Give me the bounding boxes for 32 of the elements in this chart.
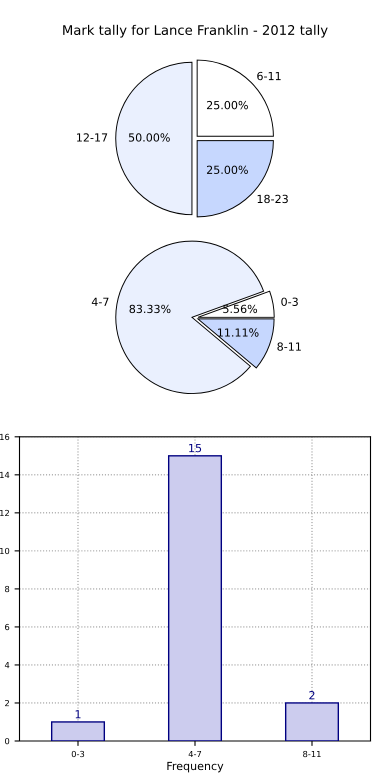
data-label: 83.33% xyxy=(130,304,171,314)
y-tick-label: 10 xyxy=(0,548,10,554)
y-tick-label: 0 xyxy=(5,738,10,744)
slice-label: 4-7 xyxy=(92,298,108,306)
slice-label: 8-11 xyxy=(277,342,301,351)
y-tick-label: 12 xyxy=(0,510,9,516)
data-label: 25.00% xyxy=(206,100,248,110)
x-tick-label: 4-7 xyxy=(188,750,202,758)
data-label: 5.56% xyxy=(223,304,258,314)
data-label: 50.00% xyxy=(128,133,170,142)
y-tick-label: 2 xyxy=(5,700,9,706)
x-tick-label: 0-3 xyxy=(72,750,84,758)
data-label: 11.11% xyxy=(218,328,259,337)
y-tick-label: 16 xyxy=(0,434,10,440)
y-tick-label: 8 xyxy=(5,586,10,592)
chart-title: Mark tally for Lance Franklin - 2012 tally xyxy=(63,24,328,38)
data-label: 2 xyxy=(309,691,314,700)
slice-label: 18-23 xyxy=(258,194,288,204)
slice-label: 12-17 xyxy=(77,133,108,142)
data-label: 15 xyxy=(189,444,202,452)
bar xyxy=(284,702,340,741)
y-tick-label: 14 xyxy=(0,472,10,478)
slice-label: 0-3 xyxy=(281,298,298,306)
y-tick-label: 4 xyxy=(4,662,10,668)
y-tick-label: 6 xyxy=(5,624,10,630)
x-axis-title: Frequency xyxy=(167,762,224,772)
data-label: 25.00% xyxy=(206,166,248,174)
slice-label: 6-11 xyxy=(257,72,281,80)
bar xyxy=(168,455,222,741)
data-label: 1 xyxy=(76,710,81,718)
bar xyxy=(50,721,106,741)
x-tick-label: 8-11 xyxy=(303,750,321,758)
